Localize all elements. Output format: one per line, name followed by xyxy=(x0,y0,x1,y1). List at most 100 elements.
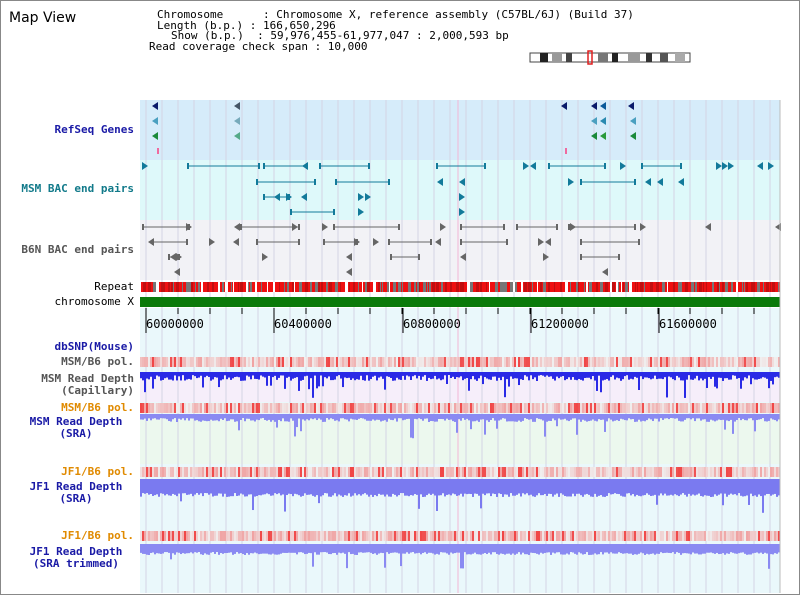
jf1-b6-pol2-cell xyxy=(276,531,278,541)
msm-b6-pol2-cell xyxy=(530,403,532,413)
msm-b6-pol-cell xyxy=(376,357,378,367)
msm-capillary-depth-bar xyxy=(542,372,544,376)
msm-b6-pol2-cell xyxy=(744,403,746,413)
jf1-b6-pol2-cell xyxy=(178,531,180,541)
track-label-repeat[interactable]: Repeat xyxy=(94,280,134,293)
jf1-b6-pol-cell xyxy=(632,467,634,477)
jf1-sra-depth-bar xyxy=(738,479,740,494)
jf1-depth-sra-line2: (SRA) xyxy=(59,492,93,505)
msm-b6-pol-cell xyxy=(344,357,346,367)
repeat-segment xyxy=(329,282,332,292)
msm-b6-pol-cell xyxy=(144,357,146,367)
repeat-segment xyxy=(393,282,396,292)
track-label-dbsnp[interactable]: dbSNP(Mouse) xyxy=(54,340,134,353)
msm-b6-pol-cell xyxy=(496,357,498,367)
jf1-sra-depth-bar xyxy=(286,479,288,496)
jf1-trimmed-depth-bar xyxy=(646,544,648,554)
msm-b6-pol2-cell xyxy=(594,403,596,413)
msm-capillary-depth-bar xyxy=(640,372,642,377)
msm-sra-depth-bar xyxy=(650,414,652,420)
repeat-segment xyxy=(284,282,285,292)
msm-sra-depth-bar xyxy=(392,414,394,421)
msm-sra-depth-bar xyxy=(500,414,502,420)
msm-capillary-depth-bar xyxy=(158,372,160,377)
jf1-b6-pol2-cell xyxy=(706,531,708,541)
msm-capillary-depth-bar xyxy=(442,372,444,380)
jf1-b6-pol-cell xyxy=(312,467,314,477)
msm-b6-pol2-cell xyxy=(534,403,536,413)
msm-sra-depth-bar xyxy=(446,414,448,419)
jf1-trimmed-depth-bar xyxy=(568,544,570,555)
jf1-b6-pol-cell xyxy=(338,467,340,477)
jf1-depth-sra-line1: JF1 Read Depth xyxy=(29,480,123,493)
msm-b6-pol2-cell xyxy=(682,403,684,413)
repeat-segment xyxy=(240,282,243,292)
msm-b6-pol-cell xyxy=(664,357,666,367)
repeat-segment xyxy=(763,282,764,292)
msm-sra-depth-bar xyxy=(520,414,522,422)
jf1-b6-pol2-cell xyxy=(140,531,142,541)
msm-b6-pol-cell xyxy=(740,357,742,367)
msm-sra-depth-bar xyxy=(538,414,540,419)
track-label-msm-b6-pol-2[interactable]: MSM/B6 pol. xyxy=(61,401,134,414)
jf1-b6-pol-cell xyxy=(742,467,744,477)
jf1-b6-pol2-cell xyxy=(684,531,686,541)
jf1-sra-depth-bar xyxy=(404,479,406,496)
jf1-trimmed-depth-bar xyxy=(698,544,700,555)
jf1-b6-pol2-cell xyxy=(406,531,408,541)
track-label-jf1-depth-trimmed[interactable]: JF1 Read Depth (SRA trimmed) xyxy=(20,546,132,570)
track-label-jf1-depth-sra[interactable]: JF1 Read Depth (SRA) xyxy=(20,481,132,505)
msm-b6-pol-cell xyxy=(518,357,520,367)
msm-capillary-depth-bar xyxy=(250,372,252,380)
track-label-msm-depth-sra[interactable]: MSM Read Depth (SRA) xyxy=(20,416,132,440)
jf1-b6-pol-cell xyxy=(230,467,232,477)
jf1-b6-pol2-cell xyxy=(478,531,480,541)
jf1-b6-pol-cell xyxy=(724,467,726,477)
jf1-sra-depth-bar xyxy=(384,479,386,497)
msm-capillary-depth-bar xyxy=(306,372,308,376)
info-coverage-span: Read coverage check span : 10,000 xyxy=(149,39,368,53)
track-label-msm-b6-pol[interactable]: MSM/B6 pol. xyxy=(61,355,134,368)
jf1-trimmed-depth-bar xyxy=(716,544,718,553)
msm-b6-pol2-cell xyxy=(722,403,724,413)
gene-arrow xyxy=(152,132,158,140)
msm-b6-pol2-cell xyxy=(278,403,280,413)
msm-b6-pol2-cell xyxy=(538,403,540,413)
jf1-sra-depth-bar xyxy=(406,479,408,496)
jf1-b6-pol-cell xyxy=(702,467,704,477)
jf1-b6-pol-cell xyxy=(414,467,416,477)
jf1-b6-pol2-cell xyxy=(264,531,266,541)
jf1-b6-pol2-cell xyxy=(250,531,252,541)
msm-sra-depth-bar xyxy=(224,414,226,419)
msm-b6-pol2-cell xyxy=(380,403,382,413)
jf1-sra-depth-bar xyxy=(518,479,520,494)
track-label-jf1-b6-pol-2[interactable]: JF1/B6 pol. xyxy=(61,529,134,542)
msm-b6-pol2-cell xyxy=(470,403,472,413)
track-label-jf1-b6-pol[interactable]: JF1/B6 pol. xyxy=(61,465,134,478)
jf1-trimmed-depth-bar xyxy=(466,544,468,555)
jf1-b6-pol2-cell xyxy=(688,531,690,541)
msm-sra-depth-bar xyxy=(610,414,612,420)
msm-b6-pol2-cell xyxy=(614,403,616,413)
jf1-sra-depth-bar xyxy=(624,479,626,497)
msm-capillary-depth-bar xyxy=(238,372,240,378)
jf1-b6-pol2-cell xyxy=(172,531,174,541)
msm-b6-pol2-cell xyxy=(146,403,148,413)
jf1-b6-pol-cell xyxy=(574,467,576,477)
jf1-b6-pol2-cell xyxy=(368,531,370,541)
jf1-trimmed-depth-bar xyxy=(404,544,406,554)
jf1-trimmed-depth-bar xyxy=(642,544,644,554)
jf1-trimmed-depth-bar xyxy=(710,544,712,553)
msm-b6-pol-cell xyxy=(406,357,408,367)
msm-sra-depth-bar xyxy=(412,414,414,439)
track-label-msm-bac[interactable]: MSM BAC end pairs xyxy=(21,182,134,195)
msm-b6-pol2-cell xyxy=(472,403,474,413)
track-label-msm-depth-capillary[interactable]: MSM Read Depth (Capillary) xyxy=(10,373,134,397)
msm-bac-end-arrow xyxy=(757,162,763,170)
track-label-b6n-bac[interactable]: B6N BAC end pairs xyxy=(21,243,134,256)
msm-capillary-depth-bar xyxy=(628,372,630,380)
msm-b6-pol2-cell xyxy=(636,403,638,413)
msm-b6-pol-cell xyxy=(246,357,248,367)
track-label-refseq[interactable]: RefSeq Genes xyxy=(54,123,134,136)
